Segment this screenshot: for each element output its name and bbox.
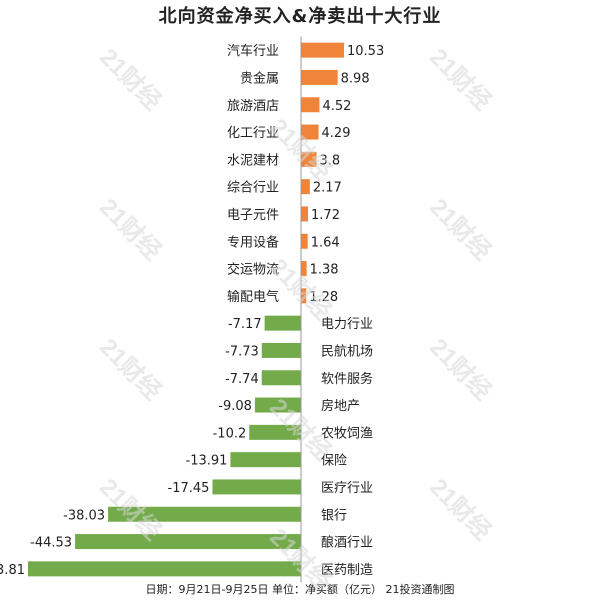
value-label: 3.8 (320, 153, 341, 168)
value-label: -7.74 (225, 372, 259, 387)
value-label: 2.17 (313, 181, 342, 196)
value-label: 4.52 (322, 99, 351, 114)
value-label: -9.08 (218, 399, 252, 414)
value-label: -38.03 (63, 508, 105, 523)
bar-negative (249, 424, 301, 440)
bar-positive (301, 124, 319, 140)
bar-negative (230, 452, 301, 468)
value-label: 1.64 (311, 235, 340, 250)
footer-note: 日期：9月21日-9月25日 单位：净买额（亿元） 21投资通制图 (145, 583, 455, 596)
value-label: 10.53 (347, 44, 384, 59)
bar-positive (301, 288, 307, 304)
value-label: -7.73 (225, 344, 259, 359)
bar-negative (254, 397, 301, 413)
category-label: 酿酒行业 (321, 535, 373, 551)
category-label: 农牧饲渔 (321, 426, 373, 441)
category-label: 输配电气 (227, 289, 279, 305)
category-label: 贵金属 (240, 70, 279, 86)
bar-positive (301, 151, 317, 167)
bar-positive (301, 206, 309, 222)
bar-positive (301, 261, 307, 277)
category-label: 水泥建材 (227, 153, 279, 168)
value-label: 1.72 (311, 208, 340, 223)
category-label: 民航机场 (321, 343, 373, 359)
bar-negative (28, 561, 301, 577)
category-label: 综合行业 (227, 181, 279, 196)
bar-positive (301, 233, 308, 249)
category-label: 医疗行业 (321, 481, 373, 496)
value-label: -44.53 (30, 536, 72, 551)
bar-negative (108, 506, 301, 522)
value-label: -17.45 (168, 481, 210, 496)
bar-negative (264, 315, 301, 331)
category-label: 电子元件 (227, 208, 279, 223)
chart-title: 北向资金净买入&净卖出十大行业 (158, 6, 442, 27)
value-label: 4.29 (322, 126, 351, 141)
category-label: 汽车行业 (227, 43, 279, 59)
value-label: -53.81 (0, 563, 25, 578)
category-label: 交运物流 (227, 262, 279, 278)
category-label: 保险 (321, 454, 347, 469)
bar-negative (261, 342, 301, 358)
value-label: -7.17 (228, 317, 262, 332)
bar-negative (75, 534, 302, 550)
bar-negative (212, 479, 301, 495)
category-label: 房地产 (321, 398, 360, 414)
value-label: 8.98 (341, 71, 370, 86)
bar-negative (261, 370, 301, 386)
value-label: 1.38 (310, 263, 339, 278)
value-label: -10.2 (213, 426, 247, 441)
value-label: -13.91 (186, 454, 228, 469)
category-label: 旅游酒店 (227, 99, 279, 114)
bar-positive (301, 97, 320, 113)
value-label: 1.28 (309, 290, 338, 305)
category-label: 医药制造 (321, 563, 373, 578)
category-label: 化工行业 (227, 126, 279, 141)
category-label: 专用设备 (227, 234, 279, 250)
bar-positive (301, 69, 338, 85)
category-label: 软件服务 (321, 371, 373, 387)
category-label: 电力行业 (321, 317, 373, 332)
category-label: 银行 (321, 508, 347, 523)
bar-positive (301, 42, 344, 58)
bar-positive (301, 179, 310, 195)
